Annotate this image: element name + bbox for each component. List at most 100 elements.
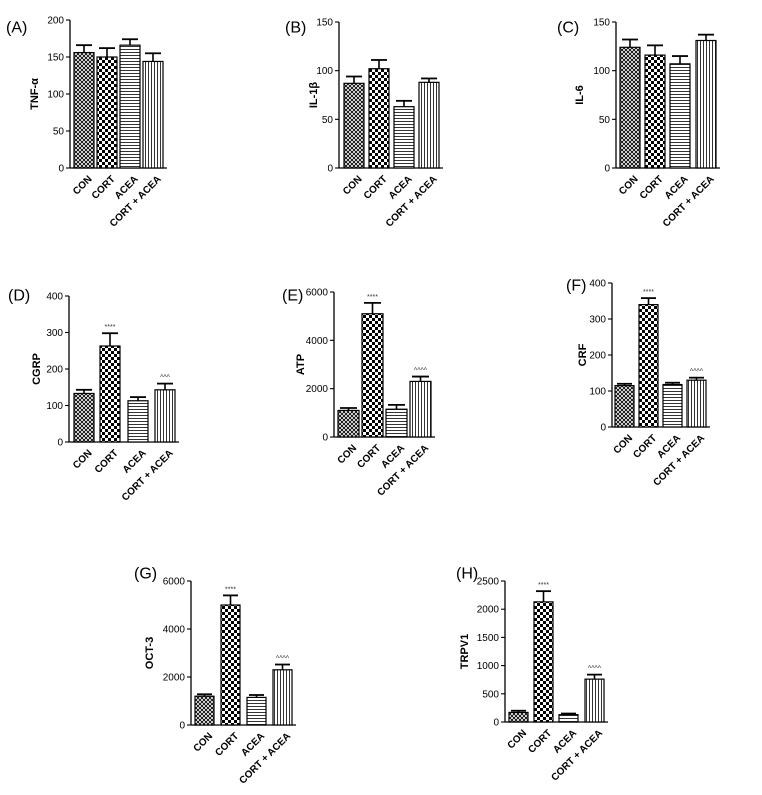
y-tick-label: 100 — [47, 90, 64, 101]
bar-cort — [368, 68, 390, 169]
bar-cort-acea — [272, 669, 293, 726]
bar-cort — [533, 601, 554, 723]
bar-cort — [96, 56, 118, 169]
y-tick-label: 2000 — [477, 605, 500, 616]
y-tick-label: 200 — [47, 16, 64, 27]
y-tick-label: 100 — [46, 401, 63, 412]
y-tick-label: 50 — [599, 115, 611, 126]
bar-con — [73, 392, 95, 443]
bar-cort-acea — [686, 379, 707, 428]
bar-cort — [644, 54, 666, 169]
bar-cort-acea — [418, 81, 440, 169]
y-tick-label: 6000 — [306, 288, 329, 299]
y-tick-label: 4000 — [163, 625, 186, 636]
x-category-label: CORT — [362, 174, 390, 202]
significance-label: **** — [367, 294, 378, 301]
panel-letter: (C) — [557, 19, 579, 36]
y-tick-label: 2500 — [477, 577, 500, 588]
bar-con — [343, 82, 365, 169]
bar-acea — [119, 44, 141, 169]
y-axis-label: CGRP — [31, 353, 43, 385]
bar-acea — [662, 383, 683, 428]
bar-acea — [669, 63, 691, 169]
y-tick-label: 0 — [179, 721, 185, 732]
y-tick-label: 1000 — [477, 661, 500, 672]
bar-cort — [99, 345, 121, 443]
panel-letter: (F) — [566, 277, 586, 294]
y-axis-label: TRPV1 — [459, 634, 471, 669]
x-category-label: CORT — [638, 174, 666, 202]
y-tick-label: 50 — [322, 115, 334, 126]
y-tick-label: 2000 — [306, 384, 329, 395]
y-tick-label: 200 — [589, 351, 606, 362]
panel-letter: (D) — [8, 287, 30, 304]
bar-cort — [220, 604, 241, 726]
y-tick-label: 500 — [482, 689, 499, 700]
bar-acea — [385, 408, 408, 438]
y-axis-label: ATP — [295, 354, 307, 375]
x-category-label: CORT — [631, 433, 659, 461]
y-tick-label: 0 — [58, 164, 64, 175]
y-axis-label: OCT-3 — [144, 637, 156, 669]
panel-letter: (H) — [456, 565, 478, 582]
bar-cort-acea — [142, 60, 164, 169]
y-axis-label: TNF-α — [29, 78, 41, 110]
bar-cort-acea — [584, 678, 605, 723]
significance-label: **** — [225, 586, 236, 593]
y-axis-label: CRF — [577, 343, 589, 366]
significance-label: ^^^ — [160, 375, 171, 382]
y-tick-label: 400 — [46, 292, 63, 303]
panel-letter: (E) — [282, 287, 303, 304]
y-tick-label: 6000 — [163, 577, 186, 588]
panel-letter: (G) — [134, 565, 157, 582]
bar-cort-acea — [409, 380, 432, 438]
bar-acea — [393, 106, 415, 169]
bar-con — [194, 695, 215, 726]
y-axis-label: IL-1β — [308, 82, 320, 109]
bar-cort — [361, 313, 384, 438]
y-tick-label: 150 — [593, 18, 610, 29]
significance-label: ^^^^ — [414, 368, 428, 375]
x-category-label: CORT — [355, 443, 383, 471]
y-tick-label: 4000 — [306, 336, 329, 347]
y-tick-label: 0 — [604, 164, 610, 175]
significance-label: **** — [538, 582, 549, 589]
chart-panel-7: (G)OCT-30200040006000CON****CORTACEA^^^^… — [134, 565, 296, 787]
bar-cort-acea — [154, 389, 176, 443]
panel-letter: (B) — [285, 19, 306, 36]
y-tick-label: 200 — [46, 365, 63, 376]
significance-label: ^^^^ — [690, 369, 704, 376]
bar-cort-acea — [695, 39, 717, 169]
bar-con — [73, 51, 95, 169]
significance-label: **** — [105, 324, 116, 331]
y-tick-label: 0 — [322, 433, 328, 444]
x-category-label: CORT — [526, 728, 554, 756]
y-tick-label: 100 — [316, 66, 333, 77]
y-tick-label: 100 — [589, 387, 606, 398]
significance-label: **** — [643, 289, 654, 296]
bar-cort — [638, 304, 659, 428]
bar-acea — [246, 696, 267, 726]
y-axis-label: IL-6 — [574, 85, 586, 105]
panel-letter: (A) — [6, 19, 27, 36]
significance-label: ^^^^ — [588, 666, 602, 673]
y-tick-label: 0 — [57, 438, 63, 449]
bar-con — [337, 409, 360, 438]
y-tick-label: 150 — [47, 53, 64, 64]
bar-con — [614, 385, 635, 428]
y-tick-label: 1500 — [477, 633, 500, 644]
chart-panel-6: (F)CRF0100200300400CON****CORTACEA^^^^CO… — [566, 277, 710, 489]
significance-label: ^^^^ — [276, 656, 290, 663]
y-tick-label: 300 — [589, 315, 606, 326]
y-tick-label: 100 — [593, 66, 610, 77]
y-tick-label: 2000 — [163, 673, 186, 684]
y-tick-label: 150 — [316, 18, 333, 29]
x-category-label: CON — [71, 448, 95, 472]
y-tick-label: 400 — [589, 279, 606, 290]
y-tick-label: 0 — [493, 718, 499, 729]
y-tick-label: 300 — [46, 328, 63, 339]
x-category-label: CORT — [93, 448, 121, 476]
